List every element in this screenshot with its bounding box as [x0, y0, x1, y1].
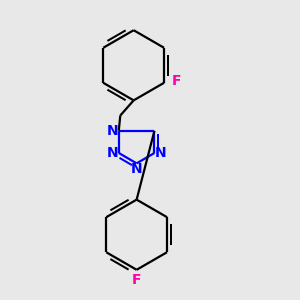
- Text: N: N: [154, 146, 166, 160]
- Text: N: N: [107, 146, 119, 160]
- Text: N: N: [107, 124, 119, 138]
- Text: F: F: [172, 74, 181, 88]
- Text: F: F: [132, 273, 141, 286]
- Text: N: N: [131, 162, 142, 176]
